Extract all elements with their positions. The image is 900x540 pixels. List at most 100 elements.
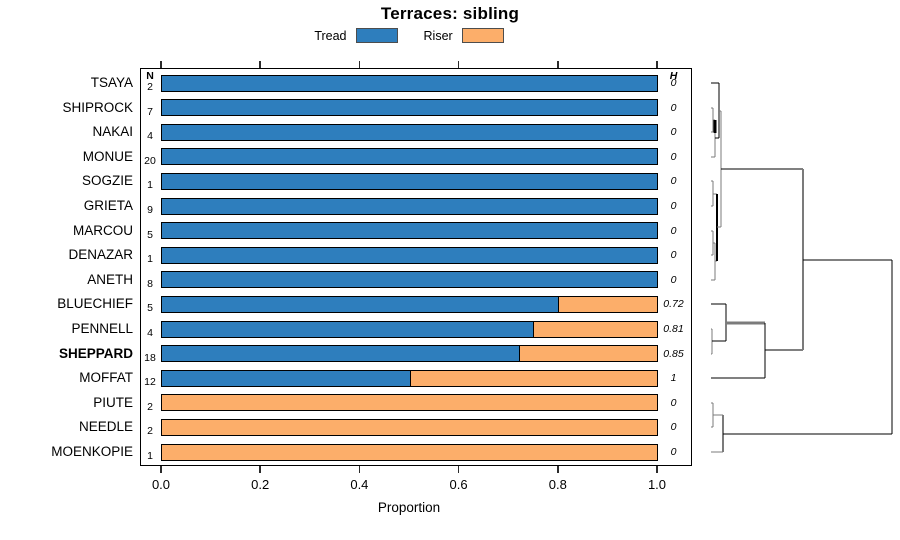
x-tick-label: 0.2 (251, 477, 270, 492)
h-value: 0.85 (663, 347, 684, 360)
x-tick-label: 0.8 (548, 477, 567, 492)
legend-item-riser: Riser (424, 28, 504, 43)
plot-box (140, 68, 692, 466)
x-tick-top (160, 61, 162, 68)
x-tick-bottom (358, 466, 361, 473)
bar-segment-riser (162, 444, 657, 460)
h-value: 0 (670, 421, 677, 434)
bar-segment-tread (162, 173, 657, 189)
x-tick-top (358, 61, 361, 68)
h-value: 1 (670, 372, 677, 385)
row-label: NAKAI (92, 124, 133, 140)
bar-segment-tread (162, 370, 410, 386)
bar-row (161, 320, 658, 338)
h-value: 0.72 (663, 298, 684, 311)
n-value: 2 (147, 425, 153, 438)
bar-row (161, 345, 658, 363)
bar-segment-riser (409, 370, 657, 386)
h-value: 0 (670, 77, 677, 89)
x-tick-label: 0.4 (350, 477, 369, 492)
n-value: 1 (147, 450, 153, 462)
bar-row (161, 295, 658, 313)
n-value: 1 (147, 253, 153, 266)
h-value: 0 (670, 101, 677, 114)
bar-row (161, 443, 658, 461)
n-value: 4 (147, 327, 153, 339)
x-tick-label: 0.0 (151, 477, 171, 492)
n-value: 5 (147, 302, 153, 315)
n-value: 12 (144, 376, 156, 389)
bar-segment-tread (162, 198, 657, 214)
x-tick-bottom (160, 466, 162, 473)
row-label: SHEPPARD (58, 345, 133, 361)
h-value: 0 (670, 175, 677, 188)
n-column-header: N (146, 70, 154, 82)
h-value: 0 (670, 446, 677, 458)
bar-row (161, 99, 658, 117)
bar-segment-tread (162, 296, 558, 312)
x-tick-top (457, 61, 460, 68)
bar-segment-riser (162, 395, 657, 411)
h-value: 0.81 (663, 323, 684, 335)
row-label: PENNELL (71, 321, 133, 336)
h-value: 0 (670, 126, 677, 139)
legend-label-riser: Riser (423, 28, 453, 43)
legend-item-tread: Tread (314, 28, 398, 43)
n-value: 1 (147, 179, 153, 192)
row-label: ANETH (87, 271, 133, 287)
h-value: 0 (670, 150, 677, 163)
x-axis-label: Proportion (377, 500, 441, 515)
n-value: 7 (147, 105, 153, 118)
bar-segment-tread (162, 149, 657, 165)
bar-segment-riser (533, 321, 657, 337)
bar-row (161, 369, 658, 387)
n-value: 4 (147, 130, 153, 143)
row-label: PIUTE (93, 394, 133, 410)
bar-row (161, 123, 658, 141)
n-value: 5 (147, 228, 153, 241)
bar-segment-tread (162, 100, 657, 116)
bar-row (161, 148, 658, 166)
n-value: 9 (147, 204, 153, 216)
x-tick-top (259, 61, 261, 68)
h-value: 0 (670, 396, 677, 409)
x-tick-bottom (557, 466, 559, 473)
n-value: 2 (147, 81, 153, 93)
bar-segment-riser (162, 419, 657, 435)
bar-segment-tread (162, 346, 520, 362)
row-label: SOGZIE (81, 173, 133, 189)
row-label: BLUECHIEF (57, 296, 133, 312)
bar-row (161, 394, 658, 412)
n-value: 8 (147, 277, 153, 290)
bar-row (161, 74, 658, 92)
bar-row (161, 271, 658, 289)
h-value: 0 (670, 249, 677, 262)
row-label: MOENKOPIE (51, 444, 133, 459)
h-value: 0 (670, 224, 677, 237)
x-tick-bottom (656, 466, 658, 473)
bar-segment-tread (162, 321, 534, 337)
x-tick-label: 0.6 (449, 477, 468, 492)
bar-segment-riser (558, 296, 657, 312)
h-value: 0 (670, 200, 677, 212)
row-label: MOFFAT (79, 370, 133, 386)
x-tick-top (656, 61, 658, 68)
bar-row (161, 197, 658, 215)
bar-segment-tread (162, 223, 657, 239)
n-value: 2 (147, 400, 153, 413)
bar-row (161, 418, 658, 436)
bar-segment-tread (162, 124, 657, 140)
row-label: GRIETA (83, 198, 133, 213)
n-value: 20 (144, 154, 156, 167)
x-tick-label: 1.0 (647, 477, 667, 492)
legend: Tread Riser (0, 28, 818, 43)
x-tick-bottom (457, 466, 460, 473)
x-tick-top (557, 61, 559, 68)
h-value: 0 (670, 273, 677, 286)
x-tick-bottom (259, 466, 261, 473)
legend-label-tread: Tread (314, 28, 347, 43)
bar-row (161, 172, 658, 190)
n-value: 18 (144, 351, 156, 364)
row-label: DENAZAR (68, 247, 133, 263)
